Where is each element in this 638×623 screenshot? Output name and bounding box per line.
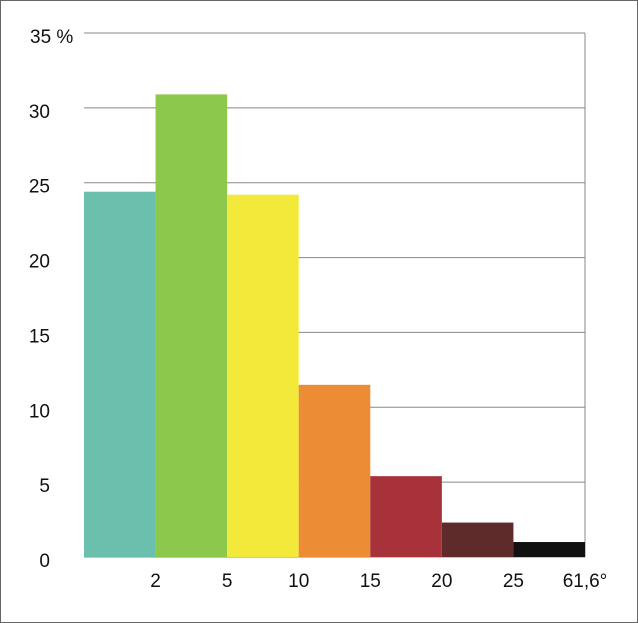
x-tick-label: 61,6°	[563, 571, 608, 592]
x-tick-label: 25	[503, 571, 524, 592]
x-tick-label: 15	[360, 571, 381, 592]
bar	[298, 384, 371, 557]
bar	[513, 542, 585, 557]
bar	[155, 94, 228, 557]
y-tick-label: 25	[29, 177, 50, 198]
y-tick-label: 35 %	[30, 27, 73, 48]
bar	[370, 476, 442, 557]
bar	[84, 191, 156, 557]
y-tick-label: 15	[29, 326, 50, 347]
y-tick-label: 10	[29, 401, 50, 422]
bar	[441, 522, 514, 557]
y-tick-label: 30	[29, 102, 50, 123]
x-tick-label: 10	[288, 571, 309, 592]
x-tick-label: 20	[431, 571, 452, 592]
y-tick-label: 0	[39, 551, 50, 572]
x-tick-label: 2	[150, 571, 161, 592]
x-tick-label: 5	[222, 571, 233, 592]
bar	[227, 194, 299, 558]
y-tick-label: 20	[29, 252, 50, 273]
y-tick-label: 5	[39, 476, 50, 497]
